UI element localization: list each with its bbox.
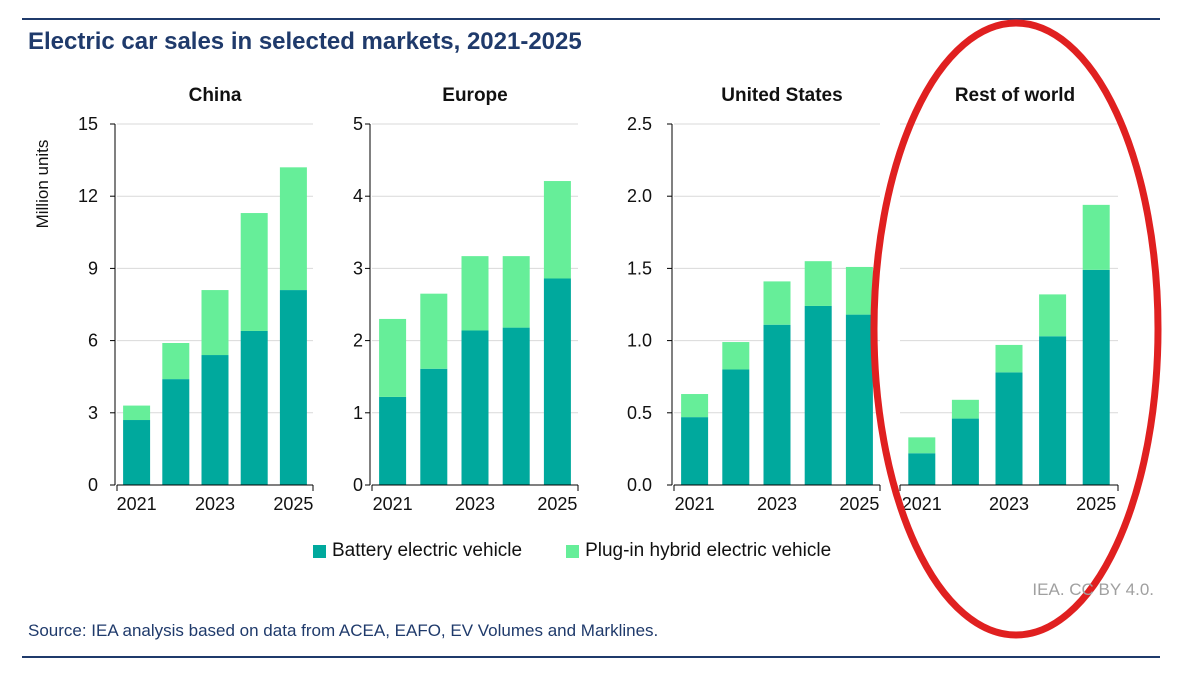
- panel-0-ytick-label: 12: [78, 186, 98, 206]
- legend-swatch-phev: [566, 544, 580, 558]
- panel-1-bar-bev-2022: [420, 368, 448, 485]
- panel-1-bar-phev-2025: [543, 181, 571, 279]
- bottom-rule: [22, 656, 1160, 658]
- panel-3-bar-phev-2024: [1039, 294, 1067, 337]
- panel-2-bar-bev-2021: [681, 417, 709, 485]
- panel-1-bar-bev-2021: [379, 396, 407, 485]
- panel-0-ytick-label: 3: [88, 403, 98, 423]
- panel-2-ytick-label: 2.5: [627, 114, 652, 134]
- panel-1-title: Europe: [442, 85, 507, 106]
- legend-swatch-bev: [313, 544, 326, 558]
- panel-2-title: United States: [721, 85, 842, 106]
- panel-1-ytick-label: 2: [353, 331, 363, 351]
- panel-3-bar-bev-2024: [1039, 336, 1067, 485]
- panel-0-bar-phev-2025: [279, 167, 307, 291]
- panel-3-bar-phev-2022: [951, 399, 979, 419]
- panel-0-ytick-label: 0: [88, 475, 98, 495]
- panel-0-bar-bev-2024: [240, 330, 268, 485]
- panel-0-bar-bev-2022: [162, 379, 190, 485]
- panel-1-xtick-label: 2021: [373, 494, 413, 514]
- panel-0-xtick-label: 2025: [273, 494, 313, 514]
- panel-1-bar-phev-2021: [379, 318, 407, 397]
- panel-0-bar-bev-2023: [201, 355, 229, 485]
- panel-3-bar-bev-2025: [1082, 269, 1110, 485]
- panel-2-bar-phev-2025: [845, 266, 873, 315]
- panel-0-ytick-label: 9: [88, 258, 98, 278]
- panel-1-ytick-label: 1: [353, 403, 363, 423]
- source-text: Source: IEA analysis based on data from …: [28, 621, 659, 640]
- panel-2-bar-bev-2023: [763, 324, 791, 485]
- panel-0-title: China: [189, 85, 242, 106]
- panel-1-xtick-label: 2023: [455, 494, 495, 514]
- panel-1-ytick-label: 3: [353, 258, 363, 278]
- panel-2-ytick-label: 0.0: [627, 475, 652, 495]
- legend-item-bev: Battery electric vehicle: [313, 540, 522, 562]
- panel-2-bar-bev-2025: [845, 314, 873, 485]
- panel-2-xtick-label: 2025: [839, 494, 879, 514]
- panel-0-bar-phev-2021: [123, 405, 151, 421]
- panel-0-xtick-label: 2023: [195, 494, 235, 514]
- panel-0-ytick-label: 15: [78, 114, 98, 134]
- panel-3-bar-bev-2022: [951, 418, 979, 485]
- top-rule: [22, 18, 1160, 20]
- panel-2-bar-phev-2023: [763, 281, 791, 325]
- panel-2-bar-bev-2022: [722, 369, 750, 485]
- legend-label-phev: Plug-in hybrid electric vehicle: [585, 540, 832, 561]
- panel-3-bar-phev-2021: [908, 437, 936, 454]
- panel-2-xtick-label: 2023: [757, 494, 797, 514]
- panel-1-bar-phev-2023: [461, 256, 489, 331]
- panel-1-bar-bev-2023: [461, 330, 489, 485]
- legend: Battery electric vehicle Plug-in hybrid …: [313, 540, 875, 562]
- panel-2-ytick-label: 1.0: [627, 331, 652, 351]
- panel-1-ytick-label: 0: [353, 475, 363, 495]
- y-axis-title: Million units: [33, 140, 52, 229]
- panel-3-bar-bev-2021: [908, 453, 936, 485]
- panel-3-title: Rest of world: [955, 85, 1075, 106]
- panel-2-bar-phev-2021: [681, 394, 709, 418]
- panel-2-ytick-label: 1.5: [627, 258, 652, 278]
- panel-1-xtick-label: 2025: [537, 494, 577, 514]
- panel-2-bar-phev-2024: [804, 261, 832, 306]
- panel-0-bar-phev-2022: [162, 343, 190, 380]
- panel-3-bar-phev-2025: [1082, 204, 1110, 270]
- panel-0-bar-bev-2025: [279, 290, 307, 485]
- panel-2-ytick-label: 0.5: [627, 403, 652, 423]
- panel-1-ytick-label: 4: [353, 186, 363, 206]
- panel-0-bar-phev-2024: [240, 213, 268, 331]
- legend-label-bev: Battery electric vehicle: [332, 540, 523, 561]
- panel-1-bar-bev-2025: [543, 278, 571, 485]
- panel-3-bar-bev-2023: [995, 372, 1023, 485]
- legend-item-phev: Plug-in hybrid electric vehicle: [566, 540, 831, 562]
- panel-1-bar-phev-2024: [502, 256, 530, 328]
- panel-3-xtick-label: 2025: [1076, 494, 1116, 514]
- panel-2-bar-phev-2022: [722, 342, 750, 370]
- panel-1-bar-bev-2024: [502, 327, 530, 485]
- panel-0-bar-phev-2023: [201, 290, 229, 356]
- panel-0-ytick-label: 6: [88, 331, 98, 351]
- panel-1-bar-phev-2022: [420, 293, 448, 369]
- chart-title: Electric car sales in selected markets, …: [28, 28, 582, 55]
- credit-text: IEA. CC BY 4.0.: [1032, 580, 1154, 599]
- panel-2-ytick-label: 2.0: [627, 186, 652, 206]
- panel-2-bar-bev-2024: [804, 305, 832, 485]
- panel-3-xtick-label: 2023: [989, 494, 1029, 514]
- panel-1-ytick-label: 5: [353, 114, 363, 134]
- panel-2-xtick-label: 2021: [675, 494, 715, 514]
- panel-3-xtick-label: 2021: [902, 494, 942, 514]
- panel-0-xtick-label: 2021: [117, 494, 157, 514]
- panel-3-bar-phev-2023: [995, 344, 1023, 373]
- panel-0-bar-bev-2021: [123, 420, 151, 485]
- highlight-ellipse: [870, 19, 1162, 639]
